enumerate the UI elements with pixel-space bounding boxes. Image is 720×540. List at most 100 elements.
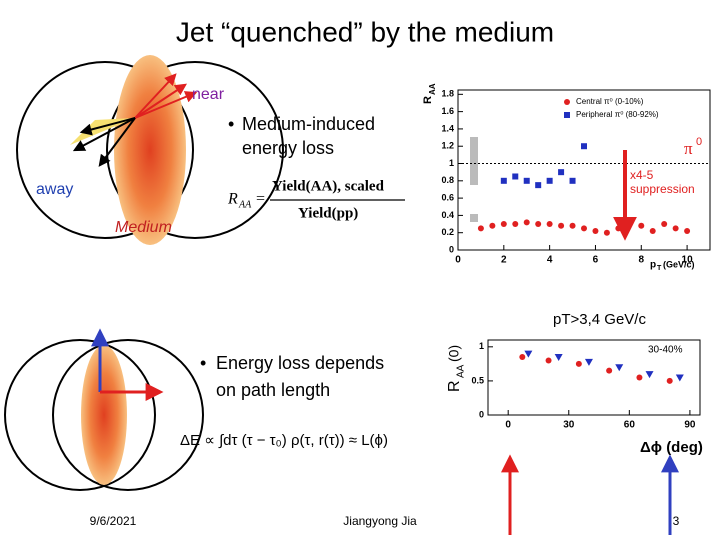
y-tick-label: 1.6 xyxy=(441,106,454,116)
y-tick-label: 1.8 xyxy=(441,89,454,99)
data-point xyxy=(581,143,587,150)
legend-marker xyxy=(564,112,570,118)
y-tick-label: 0.2 xyxy=(441,227,454,237)
x-axis-unit: (GeV/c) xyxy=(663,259,695,269)
data-point xyxy=(661,221,668,228)
x-tick-label: 30 xyxy=(563,420,575,431)
legend-entry: Peripheral π⁰ (80-92%) xyxy=(576,110,659,119)
data-point xyxy=(500,177,507,184)
bullet: Energy loss depends xyxy=(216,353,384,373)
data-point xyxy=(500,221,507,228)
data-point xyxy=(512,173,519,180)
y-tick-label: 1 xyxy=(449,158,454,168)
bullet: Medium-induced xyxy=(242,114,375,134)
x-tick-label: 8 xyxy=(638,255,644,266)
y-tick-label: 0.6 xyxy=(441,192,454,202)
data-point xyxy=(546,221,553,228)
formula-den: Yield(pp) xyxy=(298,205,358,221)
data-point xyxy=(558,222,565,229)
data-point xyxy=(558,169,565,176)
data-point xyxy=(575,360,582,367)
y-axis-label: R xyxy=(422,96,434,104)
annotation: suppression xyxy=(630,182,695,196)
near-label: near xyxy=(192,86,225,103)
data-point xyxy=(523,177,530,184)
data-point xyxy=(489,222,496,229)
y-axis-label: R xyxy=(446,380,463,392)
data-point xyxy=(603,229,610,236)
x-tick-label: 0 xyxy=(455,255,461,266)
x-tick-label: 6 xyxy=(593,255,599,266)
data-point xyxy=(581,225,587,232)
data-point xyxy=(649,227,656,234)
footer-page: 3 xyxy=(673,514,680,528)
data-point xyxy=(512,221,519,228)
plot-frame xyxy=(457,89,711,251)
data-point xyxy=(615,364,624,372)
path-diagram xyxy=(4,328,204,491)
plot-label: 30-40% xyxy=(648,345,683,356)
legend-marker xyxy=(564,99,570,105)
y-tick-label: 0.4 xyxy=(441,210,454,220)
data-point xyxy=(672,225,679,232)
formula-num: Yield(AA), scaled xyxy=(272,178,385,194)
data-point xyxy=(569,222,576,229)
x-tick-label: 60 xyxy=(624,420,636,431)
x-tick-label: 4 xyxy=(547,255,553,266)
data-point xyxy=(645,371,654,379)
y-tick-label: 1 xyxy=(479,341,484,351)
raa-plot: 0 2 4 6 8 10 0 0.2 0.4 0.6 0.8 1 1.2 1.4 1.6 1.8 RAA p T (G… xyxy=(422,83,711,272)
syst-bar xyxy=(470,137,478,185)
data-point xyxy=(666,377,673,384)
x-tick-label: 90 xyxy=(684,420,696,431)
plot-frame xyxy=(487,339,701,416)
medium-label: Medium xyxy=(115,219,172,236)
data-point xyxy=(519,354,526,361)
raa-formula: R AA = Yield(AA), scaled Yield(pp) xyxy=(227,178,405,221)
data-point xyxy=(546,177,553,184)
data-point xyxy=(545,357,552,364)
annotation: x4-5 xyxy=(630,168,654,182)
data-point xyxy=(554,354,563,362)
formula-lhs-sub: AA xyxy=(238,199,252,210)
data-point xyxy=(638,222,645,229)
formula-lhs: R xyxy=(227,191,238,208)
bullet-mark: • xyxy=(228,114,234,134)
y-tick-label: 0 xyxy=(479,409,484,419)
data-point xyxy=(535,182,542,189)
x-tick-label: 0 xyxy=(505,420,511,431)
formula-eq: = xyxy=(256,191,265,208)
y-tick-label: 0 xyxy=(449,244,454,254)
data-point xyxy=(606,367,613,374)
data-point xyxy=(675,374,684,382)
x-axis-label-sub: T xyxy=(657,265,662,272)
data-point xyxy=(477,225,484,232)
away-label: away xyxy=(36,181,73,198)
data-point xyxy=(524,350,533,358)
particle-label: π xyxy=(684,139,693,158)
data-point xyxy=(636,374,643,381)
y-tick-label: 1.4 xyxy=(441,123,454,133)
de-formula: ΔE ∝ ∫dτ (τ − τ₀) ρ(τ, r(τ)) ≈ L(ϕ) xyxy=(180,432,388,449)
phi-plot: 0 30 60 90 0 0.5 1 R AA (0) Δϕ (deg) 30-40% xyxy=(446,339,703,456)
footer-author: Jiangyong Jia xyxy=(343,514,417,528)
legend-entry: Central π⁰ (0-10%) xyxy=(576,97,644,106)
bullet-mark: • xyxy=(200,353,206,373)
y-axis-label-sub: AA xyxy=(428,83,437,95)
data-point xyxy=(684,227,691,234)
particle-sup: 0 xyxy=(696,136,702,148)
y-axis-label-tail: (0) xyxy=(446,345,462,362)
footer-date: 9/6/2021 xyxy=(90,514,137,528)
data-point xyxy=(523,219,530,226)
title: Jet “quenched” by the medium xyxy=(176,16,554,47)
x-tick-label: 10 xyxy=(682,255,694,266)
data-point xyxy=(615,225,622,232)
bullet: on path length xyxy=(216,380,330,400)
syst-bar xyxy=(470,214,478,222)
data-point xyxy=(584,358,593,366)
cut-label: pT>3,4 GeV/c xyxy=(553,311,646,328)
x-tick-label: 2 xyxy=(501,255,507,266)
x-axis-label: p xyxy=(650,260,656,271)
